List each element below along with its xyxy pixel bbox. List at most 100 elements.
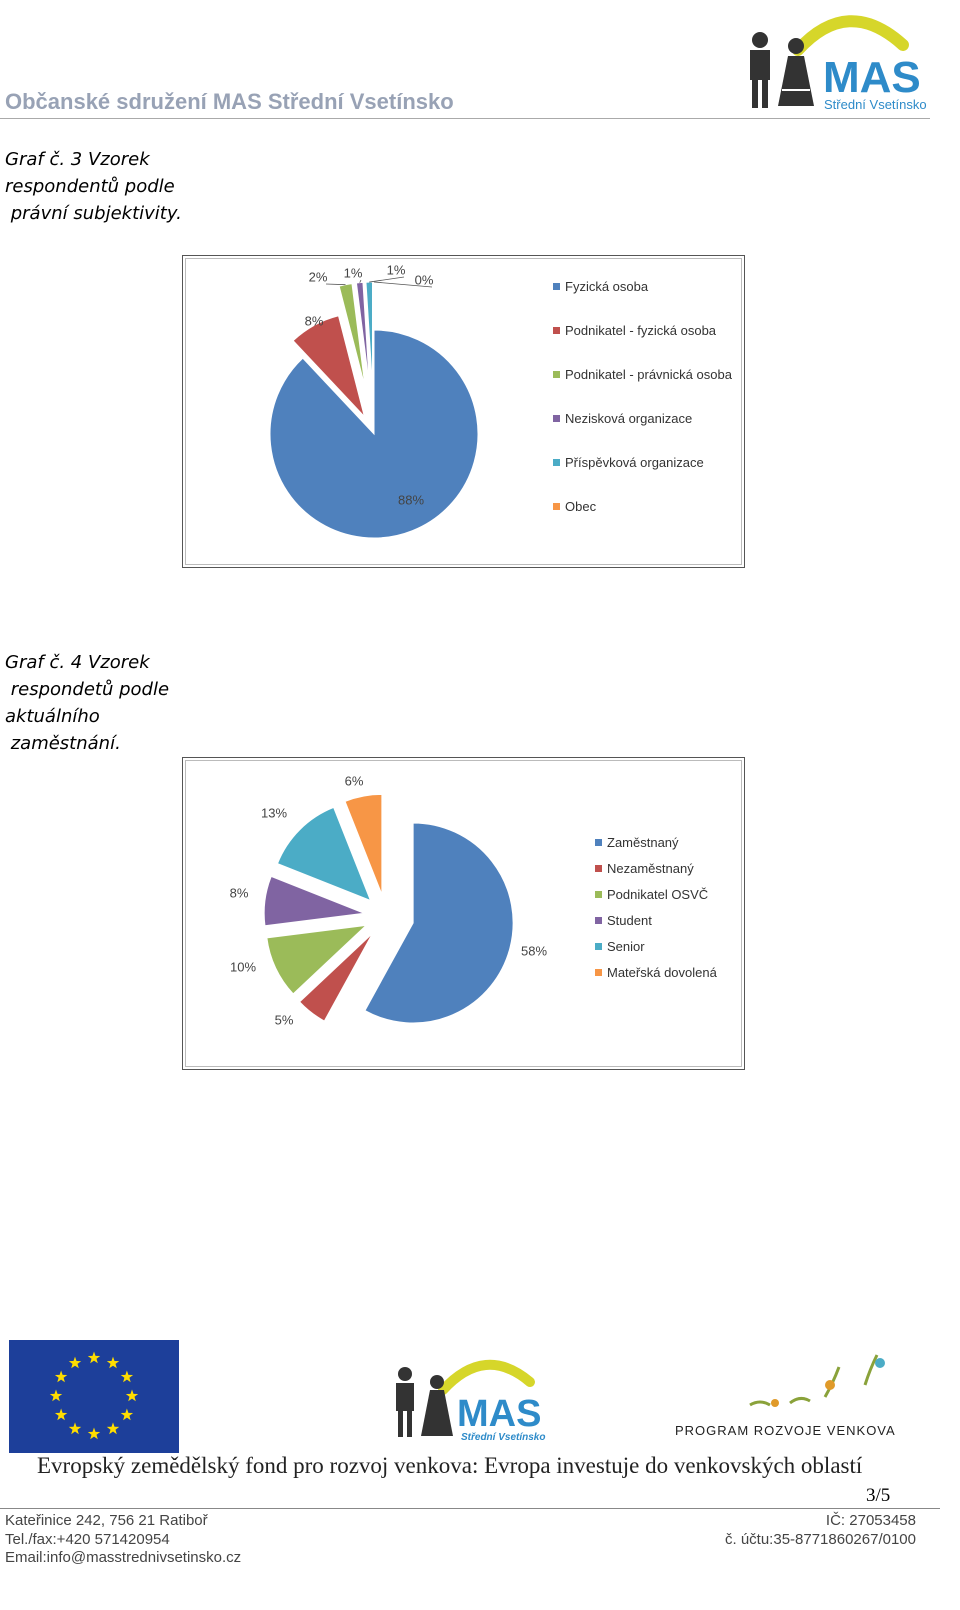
- footer-rule: [0, 1508, 940, 1509]
- address-line: Email:info@masstrednivsetinsko.cz: [5, 1549, 242, 1566]
- legend-item: Mateřská dovolená: [595, 964, 757, 981]
- legend-label: Student: [607, 913, 652, 928]
- leader-line: [369, 276, 405, 283]
- star: [54, 1408, 68, 1421]
- legend-label: Zaměstnaný: [607, 835, 679, 850]
- pie-slice: [276, 806, 372, 902]
- value-label: 8%: [230, 885, 249, 900]
- star: [87, 1427, 101, 1440]
- program-title: PROGRAM ROZVOJE VENKOVA: [675, 1423, 896, 1438]
- prv-logo: PROGRAM ROZVOJE VENKOVA: [675, 1354, 896, 1438]
- legend-label: Nezaměstnaný: [607, 861, 694, 876]
- logo-text: MAS: [823, 53, 921, 102]
- pie-slice: [263, 875, 365, 927]
- page-number: 3/5: [866, 1485, 891, 1506]
- legend-item: Nezaměstnaný: [595, 860, 757, 877]
- legend-label: Podnikatel OSVČ: [607, 887, 709, 902]
- address: Kateřinice 242, 756 21 Ratiboř Tel./fax:+…: [5, 1512, 241, 1568]
- pie-slice: [298, 933, 373, 1022]
- pie-slice: [338, 283, 366, 387]
- value-label: 10%: [230, 959, 256, 974]
- footer-logo: MAS Střední Vsetínsko: [396, 1359, 545, 1443]
- star: [68, 1422, 82, 1435]
- legend-swatch: [553, 503, 560, 510]
- caption: Graf č. 3 Vzorek respondentů podle právní…: [5, 146, 182, 227]
- legend-swatch: [553, 459, 560, 466]
- pie-slice: [365, 281, 373, 387]
- star: [87, 1351, 101, 1364]
- motto: Evropský zemědělský fond pro rozvoj venk…: [37, 1453, 863, 1478]
- star: [54, 1370, 68, 1383]
- value-label: 8%: [305, 313, 324, 328]
- caption-line: aktuálního: [5, 706, 100, 727]
- value-label: 1%: [387, 262, 406, 277]
- leader-line: [373, 281, 433, 288]
- chart-box: 88% 8% 2% 1% 1% 0% Fyzická osoba Podnikatel - f…: [182, 255, 745, 568]
- legend-item: Podnikatel - fyzická osoba: [553, 322, 735, 339]
- legend-swatch: [553, 283, 560, 290]
- legend-swatch: [595, 891, 602, 898]
- header-title: Občanské sdružení MAS Střední Vsetínsko: [5, 89, 454, 114]
- leader-line: [325, 283, 346, 286]
- value-label: 88%: [398, 492, 424, 507]
- caption-line: Graf č. 3 Vzorek: [5, 149, 150, 170]
- caption-line: právní subjektivity.: [5, 203, 182, 224]
- chart-box: 58% 5% 10% 8% 13% 6% Zaměstnaný Nezaměstnaný Pod…: [182, 757, 745, 1070]
- legend-swatch: [595, 865, 602, 872]
- id-line: IČ: 27053458: [825, 1512, 916, 1529]
- logo-text: MAS: [457, 1393, 541, 1435]
- value-label: 0%: [415, 272, 434, 287]
- logo-subtitle: Střední Vsetínsko: [461, 1432, 545, 1443]
- caption-line: respondentů podle: [5, 176, 175, 197]
- legend-item: Fyzická osoba: [553, 278, 735, 295]
- value-label: 13%: [261, 805, 287, 820]
- star: [125, 1389, 139, 1402]
- legend-label: Podnikatel - právnická osoba: [565, 367, 732, 382]
- legend-item: Příspěvková organizace: [553, 454, 735, 471]
- legend-label: Příspěvková organizace: [565, 455, 704, 470]
- value-label: 6%: [345, 773, 364, 788]
- pie-slice: [344, 793, 383, 895]
- legend-swatch: [595, 839, 602, 846]
- value-label: 5%: [275, 1012, 294, 1027]
- caption-line: respondetů podle: [5, 679, 170, 700]
- header-logo: MAS Střední Vsetínsko: [750, 15, 927, 112]
- leader-line: [359, 279, 362, 283]
- star: [68, 1356, 82, 1369]
- legend-label: Senior: [607, 939, 645, 954]
- legend-item: Podnikatel - právnická osoba: [553, 366, 735, 383]
- value-label: 58%: [521, 943, 547, 958]
- legend-swatch: [595, 917, 602, 924]
- legend-item: Senior: [595, 938, 757, 955]
- star: [106, 1356, 120, 1369]
- legend-swatch: [595, 943, 602, 950]
- star: [49, 1389, 63, 1402]
- legend-item: Zaměstnaný: [595, 834, 757, 851]
- ids: IČ: 27053458 č. účtu:35-8771860267/0100: [725, 1512, 916, 1549]
- star: [120, 1370, 134, 1383]
- legend-item: Nezisková organizace: [553, 410, 735, 427]
- pie-slice: [266, 924, 368, 995]
- pie-slice: [292, 315, 365, 417]
- legend-label: Obec: [565, 499, 597, 514]
- legend-label: Fyzická osoba: [565, 279, 649, 294]
- legend-swatch: [553, 327, 560, 334]
- id-line: č. účtu:35-8771860267/0100: [725, 1530, 916, 1548]
- star: [120, 1408, 134, 1421]
- legend-label: Podnikatel - fyzická osoba: [565, 323, 717, 338]
- pie-slice: [269, 329, 479, 539]
- legend-item: Student: [595, 912, 757, 929]
- caption-line: Graf č. 4 Vzorek: [5, 652, 150, 673]
- legend-item: Podnikatel OSVČ: [595, 886, 757, 903]
- legend-swatch: [553, 371, 560, 378]
- logo-subtitle: Střední Vsetínsko: [824, 97, 927, 112]
- header-rule: [0, 118, 930, 119]
- pie-slice: [364, 822, 514, 1024]
- legend-swatch: [553, 415, 560, 422]
- legend-swatch: [595, 969, 602, 976]
- eu-flag: [9, 1340, 179, 1453]
- pie-chart: 58% 5% 10% 8% 13% 6%: [230, 773, 548, 1027]
- caption-line: zaměstnání.: [5, 733, 121, 754]
- star: [106, 1422, 120, 1435]
